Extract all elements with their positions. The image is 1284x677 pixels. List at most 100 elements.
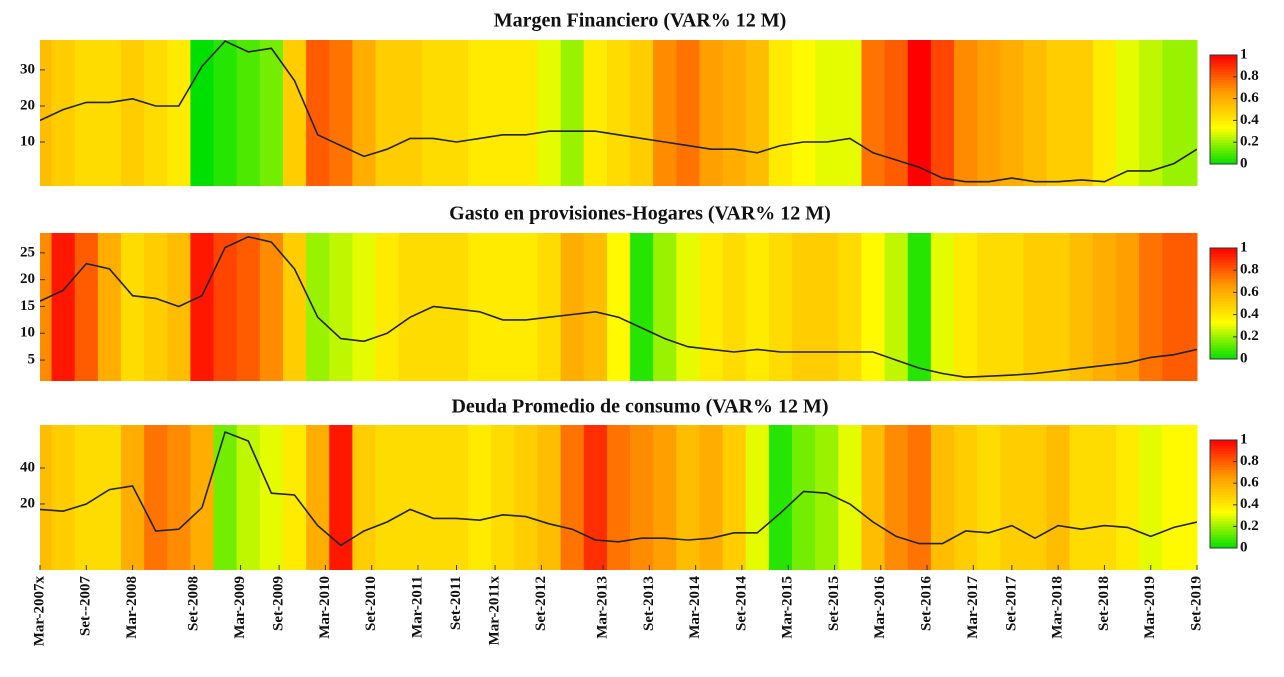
colorbar-cell — [1210, 518, 1237, 522]
heat-strip — [977, 40, 1001, 186]
heat-strip — [213, 40, 238, 186]
heat-strip — [1139, 425, 1163, 570]
colorbar-cell — [1210, 491, 1237, 495]
y-tick-label: 20 — [20, 495, 35, 511]
colorbar-cell — [1210, 309, 1237, 313]
x-tick-label: Set-2017 — [1003, 576, 1019, 631]
heat-strip — [120, 425, 145, 570]
heat-strip — [1000, 40, 1024, 186]
colorbar-cell — [1210, 275, 1237, 280]
heat-strip — [1023, 233, 1048, 381]
colorbar-cell — [1210, 311, 1237, 316]
heat-strip — [120, 233, 145, 381]
heat-strip — [144, 40, 168, 186]
colorbar-cell — [1210, 504, 1237, 508]
colorbar-cell — [1210, 356, 1237, 360]
heat-strip — [815, 40, 839, 186]
colorbar-cell — [1210, 507, 1237, 511]
heat-strip — [352, 425, 377, 570]
heat-strip — [930, 40, 955, 186]
heat-strip — [468, 425, 492, 570]
heat-strip — [514, 425, 539, 570]
heat-strip — [144, 233, 168, 381]
heat-strip — [653, 425, 677, 570]
heat-strip — [676, 40, 700, 186]
colorbar-cell — [1210, 150, 1237, 154]
colorbar-tick-label: 0.6 — [1240, 475, 1259, 491]
heat-strip — [74, 233, 99, 381]
y-tick-label: 10 — [20, 325, 35, 341]
heat-strip — [861, 425, 886, 570]
colorbar-cell — [1210, 448, 1237, 452]
colorbar-cell — [1210, 147, 1237, 151]
heat-strip — [1139, 233, 1163, 381]
heat-strip — [537, 40, 562, 186]
heat-strip — [1162, 40, 1186, 186]
heat-strip — [329, 425, 353, 570]
y-tick-label: 25 — [20, 244, 35, 260]
heat-strip — [1069, 233, 1094, 381]
colorbar-cell — [1210, 353, 1237, 357]
heat-strip — [1162, 233, 1186, 381]
heat-strip — [838, 233, 862, 381]
heat-strip — [745, 40, 770, 186]
heat-strip — [861, 233, 886, 381]
y-tick-label: 10 — [20, 133, 35, 149]
heat-strip — [1046, 40, 1071, 186]
colorbar-cell — [1210, 82, 1237, 86]
heat-strip — [954, 40, 978, 186]
heat-strip — [1139, 40, 1163, 186]
colorbar-cell — [1210, 289, 1237, 293]
colorbar-cell — [1210, 317, 1237, 321]
colorbar-cell — [1210, 101, 1237, 105]
heat-strip — [259, 40, 284, 186]
colorbar-cell — [1210, 57, 1237, 61]
x-tick-label: Set-2014 — [733, 576, 749, 631]
colorbar-cell — [1210, 60, 1237, 64]
x-tick-label: Set-2013 — [641, 576, 657, 631]
colorbar-tick-label: 0.4 — [1240, 306, 1259, 322]
heat-strip — [1185, 233, 1198, 381]
heat-strip — [1000, 425, 1024, 570]
heat-strip — [630, 425, 654, 570]
heat-strip — [745, 425, 770, 570]
heat-strip — [421, 425, 446, 570]
colorbar-cell — [1210, 136, 1237, 140]
heat-strip — [491, 233, 515, 381]
heat-strip — [1116, 425, 1140, 570]
heat-strip — [653, 40, 677, 186]
heat-strip — [491, 40, 515, 186]
heat-strip — [444, 233, 469, 381]
colorbar-tick-label: 0.6 — [1240, 90, 1259, 106]
colorbar-cell — [1210, 93, 1237, 97]
heat-strip — [167, 40, 191, 186]
heat-strip — [51, 425, 76, 570]
heat-strip — [722, 425, 747, 570]
colorbar-cell — [1210, 295, 1237, 299]
colorbar-tick-label: 0.6 — [1240, 284, 1259, 300]
colorbar-cell — [1210, 144, 1237, 149]
colorbar-cell — [1210, 469, 1237, 473]
heat-strip — [977, 233, 1001, 381]
colorbar-cell — [1210, 300, 1237, 304]
x-tick-label: Mar-2016 — [872, 576, 888, 639]
heat-strip — [97, 425, 122, 570]
colorbar-cell — [1210, 442, 1237, 446]
colorbar-cell — [1210, 331, 1237, 335]
heat-strip — [190, 425, 215, 570]
heat-strip — [838, 425, 862, 570]
heat-strip — [352, 233, 377, 381]
heat-strip — [1092, 233, 1117, 381]
x-tick-label: Mar-2014 — [687, 576, 703, 639]
x-tick-label: Set-2011 — [448, 576, 464, 630]
y-tick-label: 5 — [28, 352, 36, 368]
heat-strip — [97, 233, 122, 381]
heat-strip — [282, 40, 307, 186]
x-tick-label: Mar-2018 — [1050, 576, 1066, 639]
colorbar-cell — [1210, 347, 1237, 352]
colorbar-cell — [1210, 161, 1237, 165]
chart-title: Deuda Promedio de consumo (VAR% 12 M) — [451, 396, 828, 418]
x-tick-label: Set-2018 — [1096, 576, 1112, 631]
heat-strip — [144, 425, 168, 570]
